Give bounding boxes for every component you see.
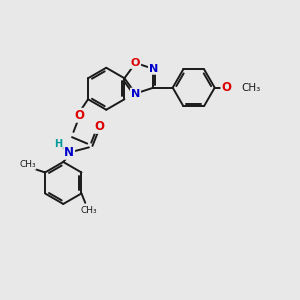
Text: N: N	[64, 146, 74, 159]
Text: CH₃: CH₃	[242, 83, 261, 93]
Text: N: N	[149, 64, 158, 74]
Text: O: O	[95, 120, 105, 133]
Text: O: O	[131, 58, 140, 68]
Text: CH₃: CH₃	[81, 206, 98, 214]
Text: N: N	[131, 88, 140, 98]
Text: O: O	[221, 81, 231, 94]
Text: H: H	[54, 139, 62, 149]
Text: O: O	[74, 109, 84, 122]
Text: CH₃: CH₃	[19, 160, 36, 169]
